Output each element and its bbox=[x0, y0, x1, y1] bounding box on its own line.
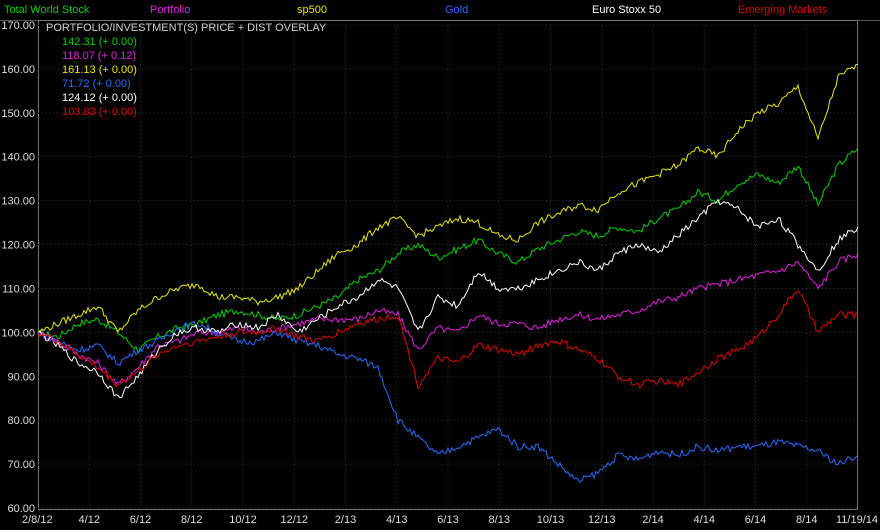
y-tick-label: 100.00 bbox=[1, 327, 35, 339]
x-tick-label: 2/14 bbox=[642, 514, 663, 526]
y-tick-label: 160.00 bbox=[1, 64, 35, 76]
x-tick-label: 12/12 bbox=[280, 514, 308, 526]
readout-sp500: 161.13 (+ 0.00) bbox=[62, 64, 137, 76]
x-tick-label: 2/8/12 bbox=[22, 514, 53, 526]
x-tick-label: 12/13 bbox=[588, 514, 616, 526]
x-tick-label: 10/12 bbox=[229, 514, 257, 526]
y-tick-label: 120.00 bbox=[1, 240, 35, 252]
chart-title: PORTFOLIO/INVESTMENT(S) PRICE + DIST OVE… bbox=[46, 22, 327, 34]
x-tick-label: 4/12 bbox=[79, 514, 100, 526]
y-tick-label: 90.00 bbox=[7, 371, 35, 383]
y-tick-label: 60.00 bbox=[7, 503, 35, 515]
x-tick-label: 6/12 bbox=[130, 514, 151, 526]
x-tick-label: 8/13 bbox=[489, 514, 510, 526]
y-tick-label: 170.00 bbox=[1, 20, 35, 32]
readout-portfolio: 118.07 (+ 0.12) bbox=[62, 50, 137, 62]
series-line-sp500 bbox=[37, 63, 859, 334]
y-tick-label: 130.00 bbox=[1, 196, 35, 208]
series-line-euro-stoxx-50 bbox=[37, 198, 859, 399]
legend-item-total-world-stock[interactable]: Total World Stock bbox=[4, 4, 90, 16]
readout-euro-stoxx-50: 124.12 (+ 0.00) bbox=[62, 92, 137, 104]
series-line-emerging-markets bbox=[37, 290, 859, 390]
legend-item-gold[interactable]: Gold bbox=[445, 4, 469, 16]
legend-item-sp500[interactable]: sp500 bbox=[297, 4, 327, 16]
y-tick-label: 110.00 bbox=[2, 283, 35, 295]
x-tick-label: 8/12 bbox=[181, 514, 202, 526]
y-tick-label: 150.00 bbox=[1, 108, 35, 120]
y-tick-label: 80.00 bbox=[7, 415, 35, 427]
series-line-portfolio bbox=[37, 253, 859, 385]
series-line-total-world-stock bbox=[37, 147, 859, 354]
readout-gold: 71.72 (+ 0.00) bbox=[62, 78, 131, 90]
x-tick-label: 4/14 bbox=[694, 514, 715, 526]
x-tick-label: 2/13 bbox=[335, 514, 356, 526]
x-tick-label: 6/14 bbox=[745, 514, 766, 526]
series-line-gold bbox=[37, 320, 859, 483]
x-tick-label: 11/19/14 bbox=[836, 514, 878, 526]
x-tick-label: 4/13 bbox=[386, 514, 407, 526]
y-tick-label: 140.00 bbox=[1, 152, 35, 164]
legend-item-portfolio[interactable]: Portfolio bbox=[150, 4, 191, 16]
readout-emerging-markets: 103.83 (+ 0.00) bbox=[62, 106, 137, 118]
x-tick-label: 8/14 bbox=[796, 514, 817, 526]
x-tick-label: 6/13 bbox=[437, 514, 458, 526]
readout-total-world-stock: 142.31 (+ 0.00) bbox=[62, 36, 137, 48]
legend-item-euro-stoxx-50[interactable]: Euro Stoxx 50 bbox=[592, 4, 662, 16]
legend-item-emerging-markets[interactable]: Emerging Markets bbox=[738, 4, 828, 16]
y-tick-label: 70.00 bbox=[7, 459, 35, 471]
x-tick-label: 10/13 bbox=[537, 514, 565, 526]
